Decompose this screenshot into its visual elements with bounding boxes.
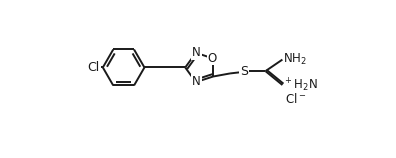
Text: N: N <box>192 46 201 59</box>
Text: Cl: Cl <box>88 61 100 74</box>
Text: S: S <box>240 65 248 78</box>
Text: N: N <box>192 75 201 88</box>
Text: Cl$^-$: Cl$^-$ <box>286 92 307 106</box>
Text: O: O <box>208 52 217 64</box>
Text: $^+$H$_2$N: $^+$H$_2$N <box>283 76 318 94</box>
Text: NH$_2$: NH$_2$ <box>283 52 307 67</box>
